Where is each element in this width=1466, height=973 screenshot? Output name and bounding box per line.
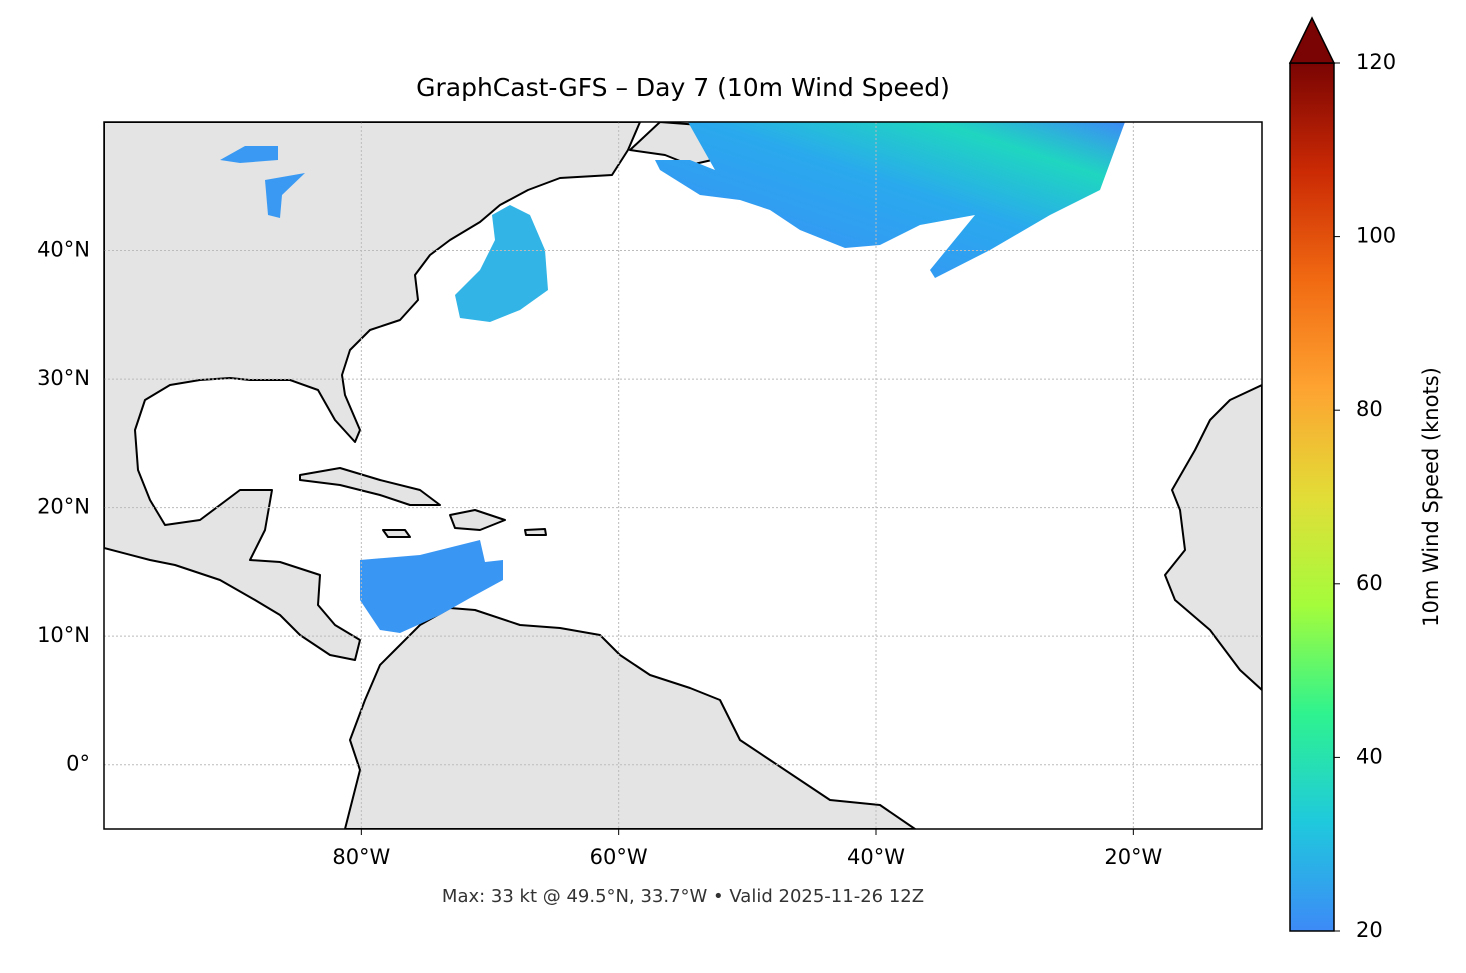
wind-field	[220, 146, 305, 218]
y-tick-label: 10°N	[37, 623, 90, 647]
north-america	[104, 122, 641, 661]
colorbar-tick-label: 40	[1356, 744, 1383, 768]
colorbar-scale	[1289, 62, 1335, 932]
africa	[1164, 384, 1262, 691]
plot-frame	[103, 121, 1263, 830]
colorbar-extend	[1288, 16, 1336, 64]
wind-field	[655, 122, 1125, 278]
x-tick-label: 40°W	[847, 845, 905, 869]
colorbar: 20 40 60 80 100 120	[1288, 16, 1396, 942]
colorbar-tick-label: 120	[1356, 50, 1396, 74]
south-america	[344, 607, 916, 829]
colorbar-tick-label: 60	[1356, 571, 1383, 595]
jamaica	[382, 529, 411, 538]
hispaniola	[449, 509, 506, 531]
cuba	[299, 467, 441, 506]
colorbar-tick-label: 80	[1356, 397, 1383, 421]
chart-title: GraphCast-GFS – Day 7 (10m Wind Speed)	[416, 73, 950, 102]
colorbar-tick-label: 20	[1356, 918, 1383, 942]
footer-note: Max: 33 kt @ 49.5°N, 33.7°W • Valid 2025…	[442, 886, 924, 907]
y-tick-label: 0°	[66, 752, 90, 776]
y-tick-label: 40°N	[37, 238, 90, 262]
wind-field	[455, 205, 548, 322]
y-tick-label: 30°N	[37, 366, 90, 390]
x-tick-label: 60°W	[590, 845, 648, 869]
colorbar-tick-label: 100	[1356, 224, 1396, 248]
colorbar-label: 10m Wind Speed (knots)	[1419, 367, 1443, 627]
grid	[104, 122, 1262, 829]
map	[104, 122, 1262, 829]
x-tick-label: 80°W	[332, 845, 390, 869]
puerto-rico	[524, 528, 547, 536]
x-tick-label: 20°W	[1104, 845, 1162, 869]
wind-field	[360, 540, 503, 633]
y-tick-label: 20°N	[37, 495, 90, 519]
